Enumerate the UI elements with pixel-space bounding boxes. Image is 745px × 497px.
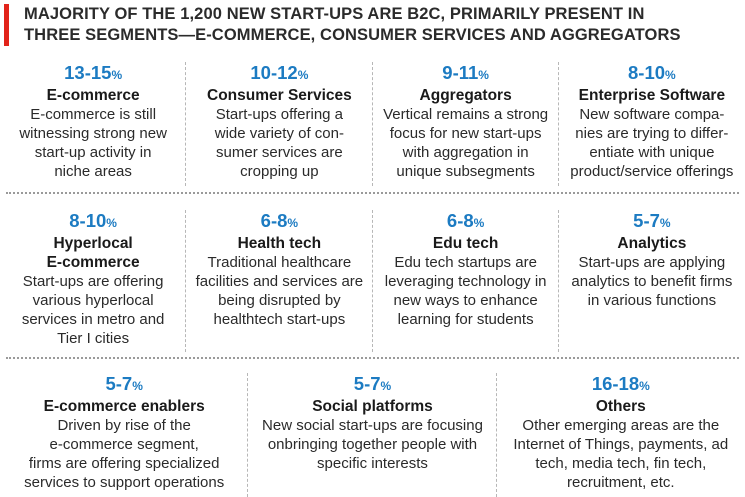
segment-title: Aggregators — [419, 87, 512, 104]
segment-description: New social start-ups are focusing onbring… — [262, 417, 483, 472]
headline-block: MAJORITY OF THE 1,200 NEW START-UPS ARE … — [4, 4, 740, 46]
segment-description: Other emerging areas are the Internet of … — [513, 417, 729, 491]
segment-title: Analytics — [617, 235, 687, 252]
segment-description: Vertical remains a strong focus for new s… — [383, 106, 549, 180]
segment-percent: 10-12% — [250, 62, 309, 83]
headline: MAJORITY OF THE 1,200 NEW START-UPS ARE … — [24, 4, 740, 46]
segment-percent: 8-10% — [628, 62, 676, 83]
segment-description: New software compa-nies are trying to di… — [570, 106, 734, 180]
segment-title: Consumer Services — [207, 87, 352, 104]
segment-description: Edu tech startups are leveraging technolo… — [384, 254, 547, 328]
segment-title: Health tech — [237, 235, 322, 252]
row-divider — [6, 357, 739, 359]
segment-description: Driven by rise of the e-commerce segment,… — [24, 417, 225, 491]
segment-title: Others — [595, 398, 646, 415]
segment-percent: 6-8% — [260, 210, 299, 231]
segment-enterprise-software: 8-10% Enterprise Software New software c… — [559, 58, 745, 186]
segment-ecommerce-enablers: 5-7% E-commerce enablers Driven by rise … — [0, 369, 249, 497]
segment-others: 16-18% Others Other emerging areas are t… — [497, 369, 745, 497]
segment-title: Enterprise Software — [578, 87, 726, 104]
segment-description: Start-ups are applying analytics to benef… — [571, 254, 733, 309]
segment-row-1: 13-15% E-commerce E-commerce is still wit… — [0, 58, 745, 186]
segment-title: E-commerce enablers — [43, 398, 205, 415]
segment-analytics: 5-7% Analytics Start-ups are applying ana… — [559, 206, 745, 352]
column-divider — [557, 62, 559, 186]
segment-edu-tech: 6-8% Edu tech Edu tech startups are lever… — [373, 206, 559, 352]
headline-line-1: MAJORITY OF THE 1,200 NEW START-UPS ARE … — [24, 5, 645, 23]
segment-description: Traditional healthcare facilities and ser… — [195, 254, 364, 328]
segment-ecommerce: 13-15% E-commerce E-commerce is still wit… — [0, 58, 187, 186]
segment-hyperlocal-ecommerce: 8-10% Hyperlocal E-commerce Start-ups are… — [0, 206, 187, 352]
segment-description: Start-ups are offering various hyperlocal… — [21, 273, 165, 347]
column-divider — [557, 210, 559, 352]
segment-consumer-services: 10-12% Consumer Services Start-ups offer… — [186, 58, 373, 186]
row-divider — [6, 192, 739, 194]
segment-percent: 5-7% — [353, 373, 392, 394]
segment-description: Start-ups offering a wide variety of con-… — [214, 106, 344, 180]
segment-percent: 5-7% — [633, 210, 671, 231]
segment-row-3: 5-7% E-commerce enablers Driven by rise … — [0, 369, 745, 497]
segment-percent: 16-18% — [591, 373, 650, 394]
segment-title: Hyperlocal E-commerce — [46, 235, 140, 271]
segment-percent: 5-7% — [105, 373, 143, 394]
segment-title: E-commerce — [46, 87, 140, 104]
segment-aggregators: 9-11% Aggregators Vertical remains a str… — [373, 58, 559, 186]
headline-line-2: THREE SEGMENTS—E-COMMERCE, CONSUMER SERV… — [24, 26, 681, 44]
column-divider — [371, 62, 373, 186]
segment-percent: 6-8% — [446, 210, 485, 231]
headline-accent-bar — [4, 4, 9, 46]
segment-percent: 13-15% — [64, 62, 123, 83]
column-divider — [185, 62, 187, 186]
column-divider — [185, 210, 187, 352]
segment-social-platforms: 5-7% Social platforms New social start-u… — [248, 369, 497, 497]
segment-title: Social platforms — [312, 398, 433, 415]
segment-title: Edu tech — [432, 235, 499, 252]
column-divider — [371, 210, 373, 352]
segment-description: E-commerce is still witnessing strong new… — [19, 106, 167, 180]
segment-row-2: 8-10% Hyperlocal E-commerce Start-ups are… — [0, 206, 745, 352]
column-divider — [495, 373, 497, 497]
segment-percent: 8-10% — [69, 210, 117, 231]
column-divider — [247, 373, 249, 497]
segment-percent: 9-11% — [442, 62, 489, 83]
segment-health-tech: 6-8% Health tech Traditional healthcare f… — [186, 206, 373, 352]
